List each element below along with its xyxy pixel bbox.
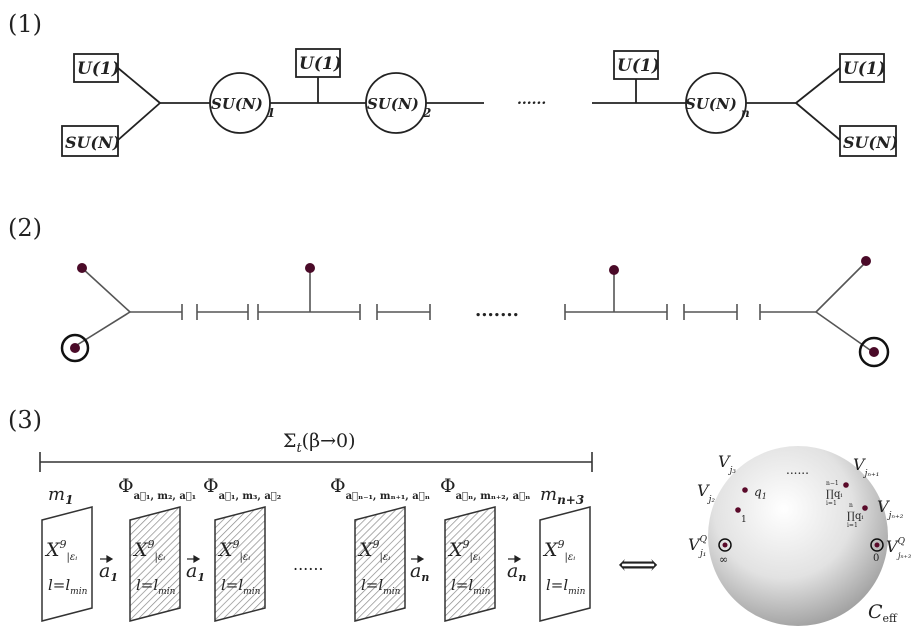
vec-a1-second: a1: [186, 560, 205, 584]
label-prod1-bot: i=1: [826, 500, 837, 507]
lmin-m1: l=lmin: [48, 576, 88, 597]
c-eff-label: Ceff: [868, 601, 898, 625]
quiver-ellipsis: ......: [517, 92, 546, 108]
planes: [41, 506, 591, 622]
m1-label: m1: [48, 484, 73, 507]
dot-point-left-top: [77, 263, 87, 273]
lmin-phi4: l=lmin: [451, 576, 491, 597]
lmin-phi3: l=lmin: [361, 576, 401, 597]
plane-mn3: [539, 506, 591, 622]
label-prod2-bot: i=1: [847, 522, 858, 529]
sun-box-left: SU(N): [65, 133, 120, 152]
u1-box-mid1: U(1): [299, 54, 342, 74]
vertex-jn1: Vjₙ₊₁: [853, 455, 879, 479]
x9-labels: X9|εᵢ l=lmin X9|εᵢ l=lmin X9|εᵢ l=lmin X…: [44, 538, 586, 597]
dot-point-mid1: [305, 263, 315, 273]
vertex-jn2: Vjₙ₊₂: [877, 497, 904, 521]
lmin-mn3: l=lmin: [546, 576, 586, 597]
sphere: [708, 446, 888, 626]
label-q1: q1: [754, 485, 767, 501]
lmin-phi1: l=lmin: [136, 576, 176, 597]
brane-points: [60, 256, 890, 368]
x9-phi4: X9|εᵢ: [447, 538, 480, 563]
x9-phi1: X9|εᵢ: [132, 538, 165, 563]
puncture-prod2: [862, 505, 868, 511]
quiver-diagram: [61, 48, 897, 157]
label-zero: 0: [873, 553, 879, 564]
sun-node-1: SU(N): [211, 95, 263, 113]
puncture-zero: [874, 542, 880, 548]
x9-phi2: X9|εᵢ: [217, 538, 250, 563]
bullseye-right-center: [869, 347, 879, 357]
label-prod2-top: n: [849, 502, 853, 509]
sun-node-n: SU(N): [685, 95, 737, 113]
section-label-1: (1): [8, 10, 42, 38]
mn3-label: mn+3: [540, 484, 584, 507]
plane-m1: [41, 506, 93, 622]
phi-label-2: Φa⃗₁, m₃, a⃗₂: [203, 475, 281, 502]
label-one: 1: [741, 515, 747, 525]
brane-ellipsis: .......: [475, 300, 519, 321]
sun-node-2: SU(N): [367, 95, 419, 113]
puncture-one: [735, 507, 741, 513]
phi-label-1: Φa⃗₁, m₂, a⃗₁: [118, 475, 196, 502]
plane-phi3: [354, 506, 406, 622]
phi-label-3: Φa⃗ₙ₋₁, mₙ₊₁, a⃗ₙ: [330, 475, 430, 502]
planes-ellipsis: ......: [293, 555, 324, 574]
label-inf: ∞: [719, 553, 728, 566]
sigma-bracket: [39, 452, 593, 472]
vertex-j3: Vj₃: [718, 452, 736, 476]
x9-mn3: X9|εᵢ: [542, 538, 575, 563]
x9-m1: X9|εᵢ: [44, 538, 77, 563]
u1-box-mid2: U(1): [617, 56, 660, 76]
u1-box-right: U(1): [843, 59, 886, 79]
plane-phi4: [444, 506, 496, 622]
bullseye-right: [858, 336, 890, 368]
label-prod1-top: n−1: [826, 480, 839, 487]
vec-an-second: an: [507, 560, 526, 584]
quiver-labels: U(1) SU(N) U(1) U(1) U(1) SU(N) SU(N) 1 …: [65, 54, 898, 152]
plane-phi1: [129, 506, 181, 622]
sun-node-1-sub: 1: [267, 106, 275, 120]
label-prod2: ∏qᵢ: [847, 511, 863, 522]
vertex-jn3: VQ jₙ₊₃: [886, 537, 911, 560]
vertex-j1: VQ j₁: [688, 535, 708, 559]
section-label-2: (2): [8, 214, 42, 242]
sun-node-n-sub: n: [741, 106, 750, 120]
dot-point-mid2: [609, 265, 619, 275]
vector-labels: [100, 554, 522, 564]
sigma-label: Σt(β→0): [283, 430, 356, 456]
puncture-zero-ring: [870, 538, 884, 552]
bullseye-left-center: [70, 343, 80, 353]
equivalence-arrow: ⟺: [618, 548, 658, 581]
u1-box-left: U(1): [77, 59, 120, 79]
vertex-j2: Vj₂: [697, 481, 715, 505]
puncture-inf: [722, 542, 728, 548]
dot-point-right-top: [861, 256, 871, 266]
brane-diagram: [76, 261, 871, 351]
puncture-prod1: [843, 482, 849, 488]
vec-a1-first: a1: [99, 560, 118, 584]
bullseye-left: [60, 333, 90, 363]
plane-phi2: [214, 506, 266, 622]
section-label-3: (3): [8, 406, 42, 434]
sun-node-2-sub: 2: [422, 106, 431, 120]
sphere-ellipsis: ......: [786, 463, 809, 477]
vec-an-first: an: [410, 560, 429, 584]
puncture-q1: [742, 487, 748, 493]
puncture-inf-ring: [718, 538, 732, 552]
phi-label-4: Φa⃗ₙ, mₙ₊₂, a⃗ₙ: [440, 475, 530, 502]
lmin-phi2: l=lmin: [221, 576, 261, 597]
sun-box-right: SU(N): [843, 133, 898, 152]
x9-phi3: X9|εᵢ: [357, 538, 390, 563]
label-prod1: ∏qᵢ: [826, 489, 842, 500]
